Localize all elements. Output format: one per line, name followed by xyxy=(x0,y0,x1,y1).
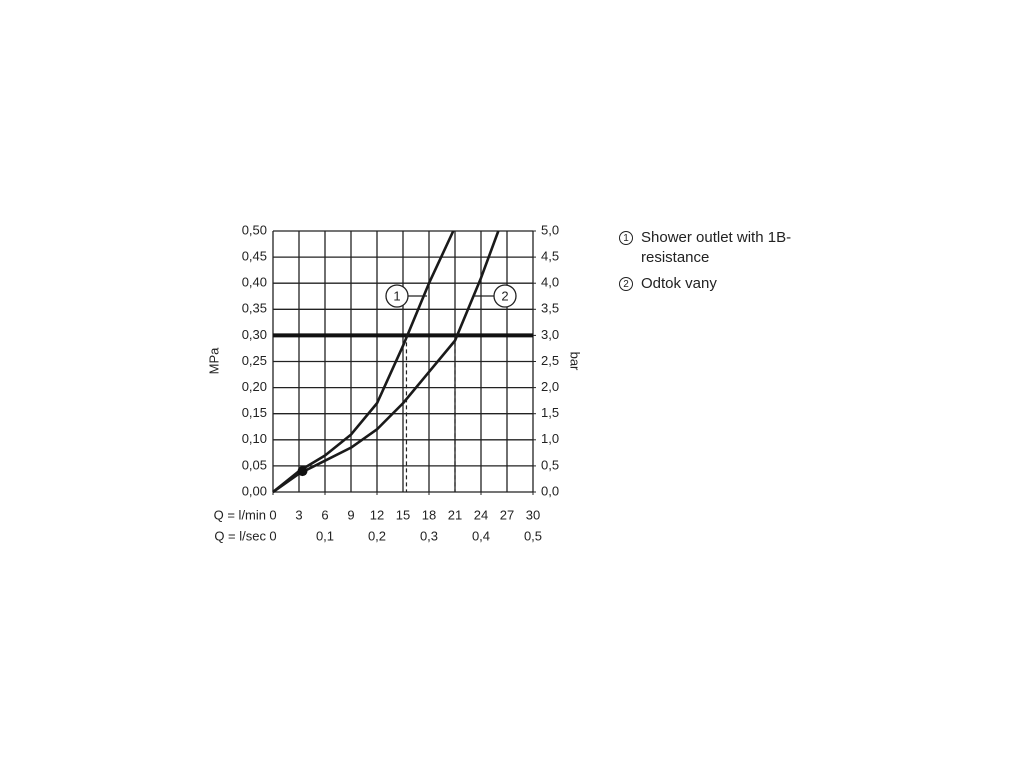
y2-tick-label: 2,5 xyxy=(541,353,559,368)
y2-tick-label: 4,5 xyxy=(541,249,559,264)
y-tick-label: 0,25 xyxy=(242,353,267,368)
series-line xyxy=(272,230,500,494)
x-tick-label: 0 xyxy=(269,507,276,522)
y2-tick-label: 3,0 xyxy=(541,327,559,342)
y-tick-label: 0,45 xyxy=(242,249,267,264)
y-axis-label: MPa xyxy=(206,347,221,375)
x2-axis-label: Q = l/sec xyxy=(214,528,266,543)
y2-tick-label: 2,0 xyxy=(541,379,559,394)
legend-circle xyxy=(619,277,633,291)
legend-marker-label: 1 xyxy=(623,233,629,244)
x-tick-label: 27 xyxy=(500,507,514,522)
legend-marker: 1 xyxy=(619,231,633,245)
legend-label: Shower outlet with 1B-resistance xyxy=(641,229,792,266)
y-tick-label: 0,05 xyxy=(242,457,267,472)
callout-label: 1 xyxy=(393,288,400,303)
y-tick-label: 0,35 xyxy=(242,301,267,316)
x-tick-label: 18 xyxy=(422,507,436,522)
legend-item: 1 Shower outlet with 1B-resistance xyxy=(618,228,833,268)
x-tick-label: 30 xyxy=(526,507,540,522)
x-tick-label: 15 xyxy=(396,507,410,522)
y2-tick-label: 0,0 xyxy=(541,483,559,498)
legend: 1 Shower outlet with 1B-resistance 2 Odtok … xyxy=(618,228,833,300)
operating-point xyxy=(297,466,308,477)
x-tick-label: 12 xyxy=(370,507,384,522)
y2-tick-label: 1,0 xyxy=(541,431,559,446)
x-tick-label: 9 xyxy=(347,507,354,522)
callout-label: 2 xyxy=(501,288,508,303)
legend-label: Odtok vany xyxy=(641,275,717,292)
x-tick-label: 21 xyxy=(448,507,462,522)
x2-tick-label: 0 xyxy=(269,528,276,543)
y-tick-label: 0,30 xyxy=(242,327,267,342)
y2-axis-label: bar xyxy=(568,352,583,371)
x-tick-label: 24 xyxy=(474,507,488,522)
y-tick-label: 0,40 xyxy=(242,275,267,290)
y-tick-label: 0,15 xyxy=(242,405,267,420)
x2-tick-label: 0,1 xyxy=(316,528,334,543)
y-tick-label: 0,50 xyxy=(242,222,267,237)
x2-tick-label: 0,3 xyxy=(420,528,438,543)
legend-marker-label: 2 xyxy=(623,279,629,290)
legend-item: 2 Odtok vany xyxy=(618,274,833,294)
callout-circle xyxy=(493,284,517,308)
x-tick-label: 6 xyxy=(321,507,328,522)
y2-tick-label: 4,0 xyxy=(541,275,559,290)
callout-circle xyxy=(385,284,409,308)
legend-circle xyxy=(619,231,633,245)
x2-tick-label: 0,4 xyxy=(472,528,490,543)
y-tick-label: 0,00 xyxy=(242,483,267,498)
x2-tick-label: 0,2 xyxy=(368,528,386,543)
y2-tick-label: 0,5 xyxy=(541,457,559,472)
y-tick-label: 0,10 xyxy=(242,431,267,446)
y2-tick-label: 5,0 xyxy=(541,222,559,237)
y2-tick-label: 1,5 xyxy=(541,405,559,420)
x2-tick-label: 0,5 xyxy=(524,528,542,543)
y2-tick-label: 3,5 xyxy=(541,301,559,316)
y-tick-label: 0,20 xyxy=(242,379,267,394)
x-axis-label: Q = l/min xyxy=(214,507,266,522)
legend-marker: 2 xyxy=(619,277,633,291)
x-tick-label: 3 xyxy=(295,507,302,522)
